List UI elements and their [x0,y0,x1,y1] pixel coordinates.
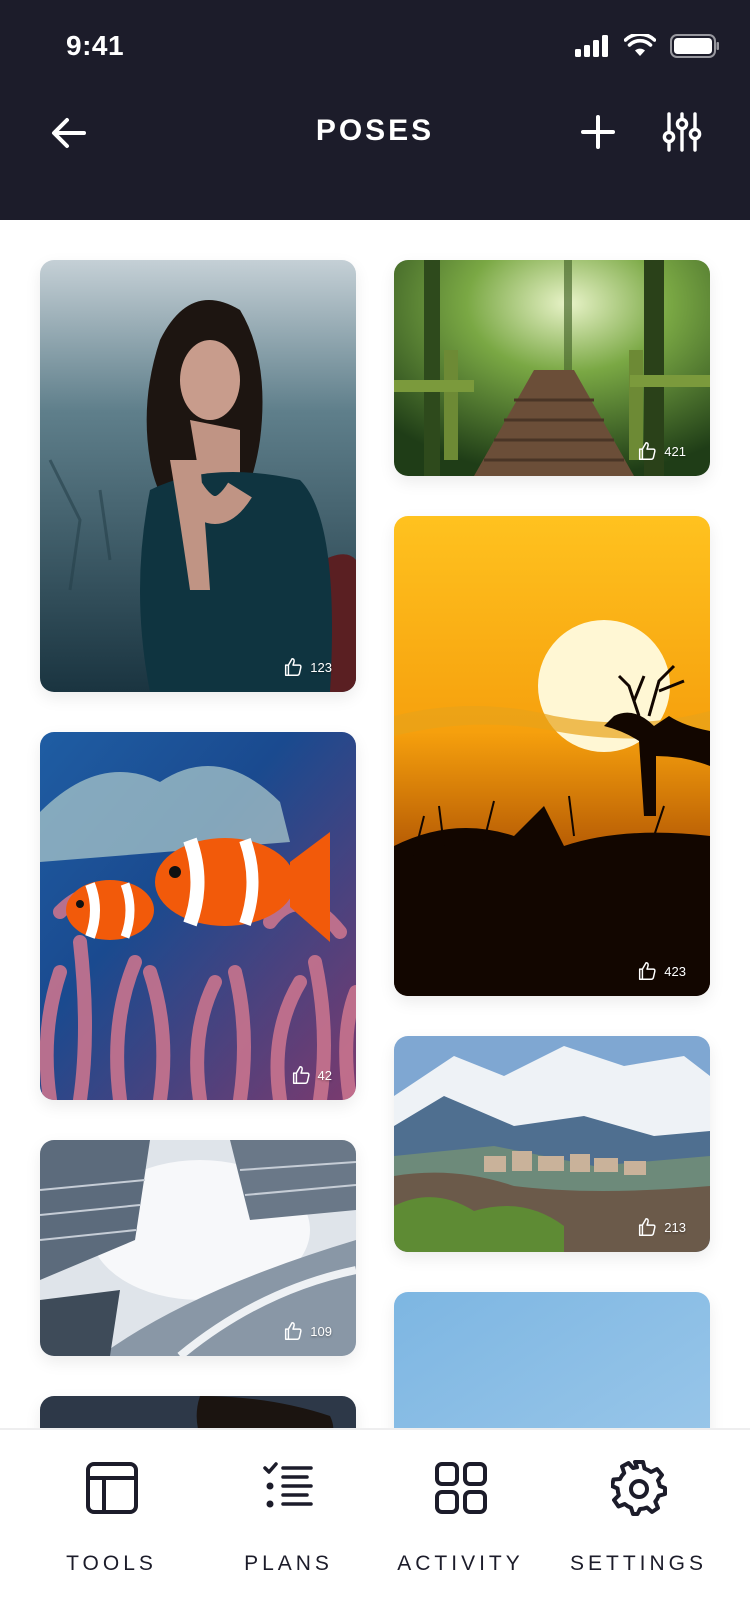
mountain-village-image [394,1036,710,1252]
arrow-left-icon [52,118,86,148]
tab-tools[interactable]: TOOLS [18,1430,205,1624]
thumbs-up-icon [639,962,656,980]
likes-count: 421 [664,443,686,459]
pose-card-partial-portrait[interactable] [40,1396,356,1428]
tab-settings-label: SETTINGS [569,1552,707,1575]
thumbs-up-icon [639,1218,656,1236]
tab-activity[interactable]: ACTIVITY [367,1430,554,1624]
checklist-icon [262,1462,313,1508]
sky-image [394,1292,710,1428]
sliders-icon [662,112,702,152]
grid-icon [434,1462,487,1514]
tab-settings[interactable]: SETTINGS [545,1430,732,1624]
layout-icon [85,1462,138,1514]
app-header: 9:41 POSES [0,0,750,220]
add-button[interactable] [578,112,618,152]
pose-card-forest-path[interactable]: 421 [394,260,710,476]
likes-count: 213 [664,1219,686,1235]
filter-button[interactable] [662,110,702,154]
pose-card-deer-sunset[interactable]: 423 [394,516,710,996]
pose-card-woman-portrait[interactable]: 123 [40,260,356,692]
pose-card-partial-sky[interactable] [394,1292,710,1428]
cellular-signal-icon [575,35,608,57]
likes-badge[interactable]: 42 [290,1064,332,1086]
poses-grid: 123 [0,220,750,1428]
plus-icon [581,115,615,149]
likes-count: 123 [310,659,332,675]
pose-card-skyscrapers[interactable]: 109 [40,1140,356,1356]
thumbs-up-icon [292,1066,310,1084]
back-button[interactable] [48,112,90,154]
battery-icon [670,34,719,58]
tab-plans[interactable]: PLANS [195,1430,382,1624]
thumbs-up-icon [285,1322,302,1340]
forest-path-image [394,260,710,476]
pose-card-mountain-village[interactable]: 213 [394,1036,710,1252]
bottom-nav: TOOLS PLANS ACTIVITY [0,1428,750,1624]
page-title: POSES [315,114,435,147]
pose-card-clownfish[interactable]: 42 [40,732,356,1100]
wifi-icon [624,34,656,56]
clownfish-image [40,732,356,1100]
woman-portrait-image [40,260,356,692]
tab-plans-label: PLANS [244,1552,333,1575]
status-icons [574,34,720,58]
likes-badge[interactable]: 423 [636,960,686,982]
status-time: 9:41 [66,30,125,61]
tab-activity-label: ACTIVITY [397,1552,524,1575]
portrait-image [40,1396,356,1428]
likes-badge[interactable]: 421 [636,440,686,462]
likes-count: 423 [664,963,686,979]
thumbs-up-icon [285,658,302,676]
gear-icon [610,1460,667,1516]
likes-badge[interactable]: 123 [282,656,332,678]
likes-badge[interactable]: 109 [282,1320,332,1342]
likes-badge[interactable]: 213 [636,1216,686,1238]
likes-count: 109 [310,1323,332,1339]
deer-sunset-image [394,516,710,996]
skyscrapers-image [40,1140,356,1356]
tab-tools-label: TOOLS [66,1552,157,1575]
thumbs-up-icon [639,442,656,460]
likes-count: 42 [317,1067,332,1083]
